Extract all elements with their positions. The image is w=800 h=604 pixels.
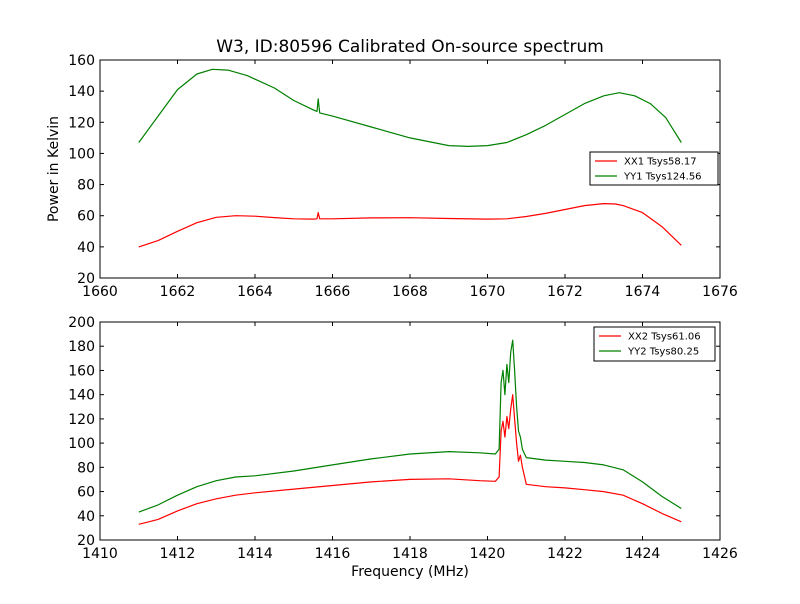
x-axis-label: Frequency (MHz) <box>351 564 469 580</box>
y-axis-label: Power in Kelvin <box>46 116 62 222</box>
series-line-1-1 <box>138 203 682 248</box>
y-tick-label: 40 <box>77 240 95 256</box>
x-tick-label: 1668 <box>392 284 428 300</box>
legend-label: YY2 Tsys80.25 <box>627 347 699 358</box>
x-tick-label: 1416 <box>315 546 351 562</box>
x-tick-label: 1418 <box>392 546 428 562</box>
x-tick-label: 1662 <box>160 284 196 300</box>
x-tick-label: 1666 <box>315 284 351 300</box>
y-tick-label: 60 <box>77 485 95 501</box>
y-tick-label: 20 <box>77 271 95 287</box>
series-line-2-1 <box>138 394 682 525</box>
legend-label: XX2 Tsys61.06 <box>628 332 701 343</box>
y-tick-label: 160 <box>68 363 95 379</box>
series-line-2-2 <box>138 339 682 513</box>
x-tick-label: 1664 <box>237 284 273 300</box>
y-tick-label: 80 <box>77 178 95 194</box>
x-tick-label: 1412 <box>160 546 196 562</box>
legend-1: XX1 Tsys58.17 YY1 Tsys124.56 <box>589 151 719 186</box>
x-tick-label: 1426 <box>702 546 738 562</box>
y-tick-label: 200 <box>68 315 95 331</box>
y-tick-label: 100 <box>68 146 95 162</box>
chart-title: W3, ID:80596 Calibrated On-source spectr… <box>216 37 604 57</box>
x-tick-label: 1414 <box>237 546 273 562</box>
y-tick-label: 100 <box>68 436 95 452</box>
x-tick-label: 1420 <box>470 546 506 562</box>
y-tick-label: 80 <box>77 460 95 476</box>
x-tick-label: 1670 <box>470 284 506 300</box>
y-tick-label: 20 <box>77 533 95 549</box>
legend-label: XX1 Tsys58.17 <box>624 157 697 168</box>
y-tick-label: 180 <box>68 339 95 355</box>
plot-panel-2: 1410 1412 1414 1416 1418 1420 1422 1424 1426 20 40… <box>68 315 738 580</box>
y-tick-label: 120 <box>68 412 95 428</box>
y-tick-label: 140 <box>68 388 95 404</box>
x-tick-label: 1660 <box>82 284 118 300</box>
legend-2: XX2 Tsys61.06 YY2 Tsys80.25 <box>593 326 716 362</box>
y-tick-label: 160 <box>68 53 95 69</box>
y-tick-label: 140 <box>68 84 95 100</box>
y-tick-label: 40 <box>77 509 95 525</box>
series-line-1-2 <box>138 68 682 147</box>
x-tick-label: 1422 <box>547 546 583 562</box>
x-tick-label: 1674 <box>625 284 661 300</box>
legend-box <box>593 326 716 362</box>
plot-panel-1: 1660 1662 1664 1666 1668 1670 1672 1674 1676 20 40… <box>46 37 738 300</box>
y-tick-label: 60 <box>77 209 95 225</box>
y-tick-label: 120 <box>68 115 95 131</box>
x-tick-label: 1676 <box>702 284 738 300</box>
x-tick-label: 1410 <box>82 546 118 562</box>
legend-label: YY1 Tsys124.56 <box>623 172 702 183</box>
x-tick-label: 1424 <box>625 546 661 562</box>
x-tick-label: 1672 <box>547 284 583 300</box>
legend-box <box>589 151 719 186</box>
